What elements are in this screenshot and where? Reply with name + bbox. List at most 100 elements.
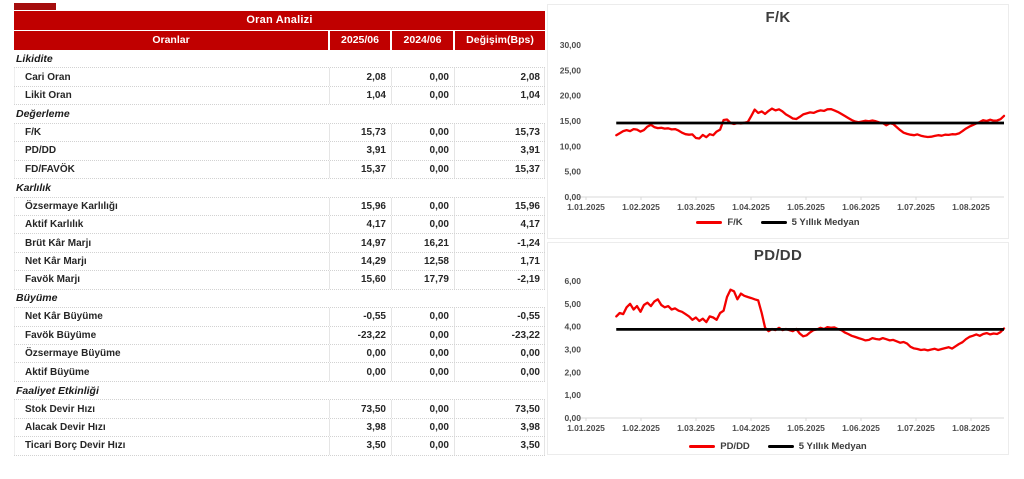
table-row: F/K 15,73 0,00 15,73 xyxy=(14,123,545,143)
y-axis-tick-label: 10,00 xyxy=(560,141,582,151)
table-row: FD/FAVÖK 15,37 0,00 15,37 xyxy=(14,160,545,180)
x-axis-tick-label: 1.05.2025 xyxy=(787,423,825,433)
table-row: Özsermaye Büyüme 0,00 0,00 0,00 xyxy=(14,345,545,364)
ratio-name-cell: Favök Marjı xyxy=(14,271,330,289)
y-axis-tick-label: 20,00 xyxy=(560,91,582,101)
ratio-value-cell: 0,00 xyxy=(392,437,455,455)
x-axis-tick-label: 1.08.2025 xyxy=(952,202,990,212)
ratio-value-cell: 0,00 xyxy=(392,363,455,381)
y-axis-tick-label: 5,00 xyxy=(564,299,581,309)
x-axis-tick-label: 1.04.2025 xyxy=(732,202,770,212)
fk-chart: F/K 30,00 25,00 20,00 15,00 10,00 5,00 0,00 1.0… xyxy=(547,4,1009,239)
ratio-value-cell: 3,50 xyxy=(455,437,545,455)
table-row: Özsermaye Karlılığı 15,96 0,00 15,96 xyxy=(14,197,545,216)
ratio-value-cell: 4,17 xyxy=(330,215,392,234)
ratio-name-cell: Özsermaye Karlılığı xyxy=(14,197,330,215)
table-row: Likit Oran 1,04 0,00 1,04 xyxy=(14,86,545,106)
y-axis-tick-label: 0,00 xyxy=(564,192,581,202)
x-axis-tick-label: 1.01.2025 xyxy=(567,202,605,212)
ratio-value-cell: 0,00 xyxy=(330,345,392,363)
y-axis-tick-label: 1,00 xyxy=(564,390,581,400)
table-row: Ticari Borç Devir Hızı 3,50 0,00 3,50 xyxy=(14,437,545,456)
ratio-value-cell: 15,73 xyxy=(455,123,545,142)
ratio-name-cell: Likit Oran xyxy=(14,86,330,105)
ratio-value-cell: 15,96 xyxy=(455,197,545,215)
ratio-value-cell: 4,17 xyxy=(455,215,545,234)
table-row: Net Kâr Marjı 14,29 12,58 1,71 xyxy=(14,252,545,272)
ratio-value-cell: 0,00 xyxy=(392,123,455,142)
median-series-label-2: 5 Yıllık Medyan xyxy=(798,441,867,452)
ratio-value-cell: 0,00 xyxy=(455,345,545,363)
section-row: Karlılık xyxy=(14,179,545,198)
ratio-name-cell: FD/FAVÖK xyxy=(14,160,330,179)
ratio-analysis-table: Oran Analizi Oranlar 2025/06 2024/06 Değ… xyxy=(14,3,545,456)
table-row: Favök Marjı 15,60 17,79 -2,19 xyxy=(14,271,545,290)
ratio-value-cell: 0,00 xyxy=(392,400,455,418)
ratio-value-cell: 0,00 xyxy=(392,345,455,363)
ratio-value-cell: 12,58 xyxy=(392,252,455,271)
section-row: Değerleme xyxy=(14,105,545,124)
ratio-value-cell: 16,21 xyxy=(392,234,455,252)
pddd-plot: 6,00 5,00 4,00 3,00 2,00 1,00 0,001.01.2025 1.0… xyxy=(564,276,1006,433)
fk-plot: 30,00 25,00 20,00 15,00 10,00 5,00 0,001.01.20… xyxy=(560,40,1006,212)
ratio-value-cell: 0,00 xyxy=(392,86,455,105)
ratio-value-cell: 14,29 xyxy=(330,252,392,271)
ratio-name-cell: Brüt Kâr Marjı xyxy=(14,234,330,252)
ratio-value-cell: 0,00 xyxy=(455,363,545,381)
x-axis-tick-label: 1.07.2025 xyxy=(897,423,935,433)
legend-item-pddd: PD/DD xyxy=(689,441,750,452)
ratio-name-cell: Cari Oran xyxy=(14,68,330,86)
section-row: Likidite xyxy=(14,50,545,69)
legend-item-median: 5 Yıllık Medyan xyxy=(760,217,860,228)
x-axis-tick-label: 1.03.2025 xyxy=(677,423,715,433)
median-series-swatch xyxy=(760,220,787,225)
ratio-table-body: Likidite Cari Oran 2,08 0,00 2,08 Likit Oran 1… xyxy=(14,50,545,456)
table-top-accent xyxy=(14,3,56,10)
column-header-2024-06: 2024/06 xyxy=(392,31,453,50)
ratio-value-cell: 3,98 xyxy=(455,418,545,437)
ratio-value-cell: 15,96 xyxy=(330,197,392,215)
ratio-name-cell: F/K xyxy=(14,123,330,142)
ratio-value-cell: 15,73 xyxy=(330,123,392,142)
ratio-value-cell: 3,91 xyxy=(455,142,545,160)
pddd-chart: PD/DD 6,00 5,00 4,00 3,00 2,00 1,00 0,00 1.01.2… xyxy=(547,242,1009,455)
ratio-value-cell: 0,00 xyxy=(392,418,455,437)
x-axis-tick-label: 1.07.2025 xyxy=(897,202,935,212)
ratio-value-cell: 17,79 xyxy=(392,271,455,289)
table-row: Net Kâr Büyüme -0,55 0,00 -0,55 xyxy=(14,308,545,327)
ratio-value-cell: 2,08 xyxy=(455,68,545,86)
x-axis-tick-label: 1.03.2025 xyxy=(677,202,715,212)
median-series-swatch-2 xyxy=(767,444,794,449)
table-row: Cari Oran 2,08 0,00 2,08 xyxy=(14,68,545,87)
ratio-value-cell: 3,98 xyxy=(330,418,392,437)
ratio-value-cell: 1,71 xyxy=(455,252,545,271)
ratio-name-cell: Net Kâr Büyüme xyxy=(14,308,330,326)
ratio-value-cell: 14,97 xyxy=(330,234,392,252)
y-axis-tick-label: 5,00 xyxy=(564,167,581,177)
ratio-value-cell: 1,04 xyxy=(455,86,545,105)
ratio-value-cell: -23,22 xyxy=(455,326,545,344)
x-axis-tick-label: 1.05.2025 xyxy=(787,202,825,212)
ratio-value-cell: -2,19 xyxy=(455,271,545,289)
table-row: Aktif Büyüme 0,00 0,00 0,00 xyxy=(14,363,545,382)
table-row: Favök Büyüme -23,22 0,00 -23,22 xyxy=(14,326,545,345)
section-row: Büyüme xyxy=(14,290,545,309)
ratio-value-cell: -23,22 xyxy=(330,326,392,344)
median-series-label: 5 Yıllık Medyan xyxy=(791,217,860,228)
ratio-name-cell: Özsermaye Büyüme xyxy=(14,345,330,363)
ratio-value-cell: 3,91 xyxy=(330,142,392,160)
pddd-series-label: PD/DD xyxy=(720,441,750,452)
legend-item-fk: F/K xyxy=(696,217,743,228)
column-header-oranlar: Oranlar xyxy=(14,31,328,50)
fk-chart-legend: F/K 5 Yıllık Medyan xyxy=(548,217,1008,228)
ratio-name-cell: Favök Büyüme xyxy=(14,326,330,344)
ratio-value-cell: -1,24 xyxy=(455,234,545,252)
ratio-value-cell: 0,00 xyxy=(392,215,455,234)
fk-series-swatch xyxy=(696,220,723,225)
table-title: Oran Analizi xyxy=(14,11,545,30)
fk-series-label: F/K xyxy=(727,217,743,228)
ratio-name-cell: Aktif Büyüme xyxy=(14,363,330,381)
ratio-value-cell: 73,50 xyxy=(455,400,545,418)
y-axis-tick-label: 4,00 xyxy=(564,322,581,332)
